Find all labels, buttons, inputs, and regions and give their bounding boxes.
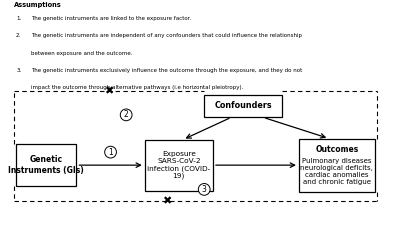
- Text: 3.: 3.: [16, 68, 21, 73]
- Text: The genetic instruments are linked to the exposure factor.: The genetic instruments are linked to th…: [30, 16, 191, 21]
- Text: Assumptions: Assumptions: [14, 2, 62, 8]
- FancyBboxPatch shape: [16, 144, 76, 186]
- Text: 1: 1: [108, 148, 113, 157]
- Text: between exposure and the outcome.: between exposure and the outcome.: [30, 51, 132, 56]
- Text: Confounders: Confounders: [214, 101, 272, 110]
- FancyBboxPatch shape: [204, 95, 282, 117]
- Text: impact the outcome through alternative pathways (i.e horizontal pleiotropy).: impact the outcome through alternative p…: [30, 85, 243, 90]
- Text: 3: 3: [202, 185, 207, 194]
- Text: 2: 2: [124, 110, 128, 119]
- Text: Outcomes: Outcomes: [315, 145, 358, 154]
- Text: Exposure
SARS-CoV-2
infection (COVID-
19): Exposure SARS-CoV-2 infection (COVID- 19…: [147, 151, 210, 179]
- Text: ✖: ✖: [104, 86, 114, 96]
- Text: The genetic instruments exclusively influence the outcome through the exposure, : The genetic instruments exclusively infl…: [30, 68, 302, 73]
- Text: 2.: 2.: [16, 33, 21, 38]
- FancyBboxPatch shape: [299, 139, 375, 192]
- Text: 1.: 1.: [16, 16, 21, 21]
- Text: Genetic
Instruments (GIs): Genetic Instruments (GIs): [8, 155, 84, 175]
- Text: ✖: ✖: [162, 196, 171, 206]
- Text: Pulmonary diseases
neurological deficits,
cardiac anomalies
and chronic fatigue: Pulmonary diseases neurological deficits…: [300, 158, 373, 184]
- FancyBboxPatch shape: [145, 140, 213, 191]
- Text: The genetic instruments are independent of any confounders that could influence : The genetic instruments are independent …: [30, 33, 302, 38]
